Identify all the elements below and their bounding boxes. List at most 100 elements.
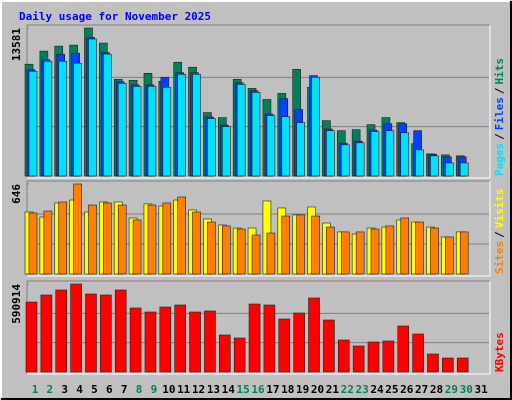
bar [189,311,201,373]
bar [55,289,68,373]
bar [58,201,68,275]
x-tick-label: 11 [177,383,191,396]
x-tick-label: 30 [460,383,473,396]
legend: KBytes [493,332,506,372]
x-tick-label: 5 [91,383,98,396]
panel-bevel-light [27,181,491,277]
x-tick-label: 31 [474,383,488,396]
chart-title: Daily usage for November 2025 [19,10,211,23]
bar [385,130,395,177]
bar [323,319,335,373]
bar [192,211,201,275]
bar [370,228,380,275]
y-tick-label: 646 [10,184,23,204]
bar [326,226,335,275]
bar [385,225,395,275]
bar [355,142,365,177]
bar [132,86,142,177]
x-tick-label: 19 [296,383,309,396]
bar [222,225,231,275]
legend-entry: KBytes [493,332,506,372]
x-tick-label: 2 [47,383,54,396]
bar [85,293,97,373]
bar [159,306,172,373]
bar [103,53,112,177]
bar [204,310,216,373]
bar [412,333,424,373]
legend: Sites / Visits [493,189,506,275]
bar [337,339,350,373]
bar [177,196,186,275]
legend-entry: Hits [493,58,506,85]
x-tick-label: 26 [400,383,414,396]
x-tick-label: 20 [311,383,324,396]
x-tick-label: 10 [162,383,175,396]
bar [100,294,112,373]
bar [192,74,201,177]
y-tick-label: 590914 [10,284,23,324]
legend-entry: Sites [493,241,506,274]
bar [459,231,469,275]
bar [355,231,365,275]
x-tick-label: 16 [251,383,265,396]
panel-bevel-light [27,25,491,179]
bar [400,132,410,177]
x-tick-label: 7 [121,383,128,396]
bar [296,214,305,275]
x-tick-label: 29 [445,383,458,396]
bar [73,183,82,275]
bar [340,144,350,177]
bar [281,215,291,275]
bar [370,131,380,177]
bar [222,126,231,177]
bar [43,60,53,177]
bar [251,92,261,177]
bar [174,304,186,373]
x-tick-label: 27 [415,383,428,396]
x-tick-label: 8 [136,383,143,396]
bar [28,212,38,275]
bar [25,301,38,373]
bar [296,122,305,177]
bar [144,311,157,373]
legend-separator: / [493,133,506,140]
bar [73,62,82,177]
legend: Pages / Files / Hits [493,58,506,176]
bar [415,221,424,275]
x-tick-label: 6 [106,383,113,396]
bar [147,86,157,177]
bar [293,312,305,373]
bar [40,294,53,373]
legend-entry: Pages [493,143,506,176]
x-tick-label: 22 [341,383,354,396]
bar [88,204,97,275]
bar [88,38,97,177]
bar [445,162,454,177]
bar [382,340,395,373]
x-tick-label: 23 [356,383,369,396]
x-tick-label: 28 [430,383,443,396]
bar [445,236,454,275]
bar [415,149,424,177]
bar [400,217,410,275]
x-tick-label: 14 [222,383,236,396]
bar [162,87,172,177]
x-tick-label: 1 [32,383,39,396]
x-tick-label: 4 [76,383,83,396]
bar [251,234,261,275]
y-tick-label: 13581 [10,28,23,61]
x-tick-label: 12 [192,383,205,396]
legend-entry: Files [493,97,506,130]
bar [427,353,439,373]
bar [162,202,172,275]
bar [117,204,127,275]
bar [236,228,246,275]
bar [147,204,157,275]
bar [266,232,276,275]
bar [233,337,246,373]
bar [114,289,127,373]
bar [430,155,439,177]
bar [281,116,291,177]
